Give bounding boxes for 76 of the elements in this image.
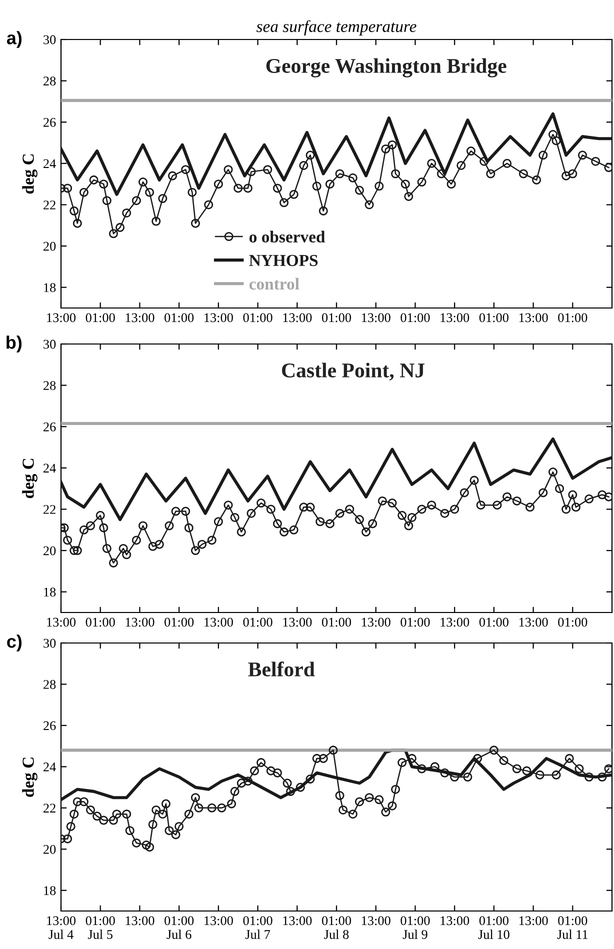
x-tick-label: 01:00 bbox=[400, 618, 430, 627]
x-tick-label: 01:00 Jul 5 bbox=[86, 916, 115, 939]
y-axis-title: deg C bbox=[22, 458, 38, 498]
x-tick-label: 01:00 bbox=[558, 618, 588, 627]
x-tick-label: 01:00 bbox=[479, 313, 508, 322]
legend-label: o observed bbox=[249, 230, 326, 243]
y-tick-label: 26 bbox=[44, 721, 56, 730]
x-tick-label: 01:00 bbox=[243, 618, 272, 627]
legend-label: NYHOPS bbox=[249, 254, 318, 266]
x-tick-label: 13:00 bbox=[440, 313, 470, 322]
y-tick-label: 24 bbox=[44, 159, 56, 168]
x-tick-label: 13:00 bbox=[362, 618, 390, 627]
y-tick-label: 18 bbox=[44, 886, 56, 896]
x-tick-label: 13:00 bbox=[519, 618, 548, 627]
y-tick-label: 20 bbox=[44, 844, 56, 854]
y-tick-label: 20 bbox=[44, 546, 56, 556]
x-tick-label: 13:00 bbox=[47, 313, 76, 322]
x-tick-label: 01:00 bbox=[322, 618, 352, 627]
x-tick-label: 01:00 bbox=[322, 313, 352, 322]
y-tick-label: 20 bbox=[44, 242, 56, 251]
y-tick-label: 24 bbox=[44, 762, 56, 772]
y-tick-label: 22 bbox=[44, 200, 56, 210]
text: George Washington Bridge bbox=[266, 58, 506, 78]
x-tick-label: 01:00 bbox=[164, 313, 194, 322]
x-tick-label: 13:00 bbox=[519, 313, 548, 322]
x-tick-label: 13:00 bbox=[204, 618, 233, 627]
x-tick-label: 01:00 bbox=[400, 313, 430, 322]
x-tick-label: 13:00 bbox=[362, 916, 390, 926]
x-tick-label: 13:00 bbox=[204, 916, 233, 926]
y-tick-label: 26 bbox=[44, 118, 56, 127]
x-tick-label: 13:00 bbox=[519, 916, 548, 926]
text: c) bbox=[7, 634, 22, 652]
x-tick-label: 13:00 bbox=[440, 618, 470, 627]
x-tick-label: 13:00 bbox=[283, 916, 312, 926]
y-tick-label: 22 bbox=[44, 804, 56, 812]
text: Belford bbox=[248, 662, 315, 676]
text: a) bbox=[6, 31, 22, 48]
x-tick-label: 01:00 Jul 7 bbox=[243, 916, 272, 939]
text: b) bbox=[6, 336, 22, 352]
y-axis-title: deg C bbox=[22, 154, 38, 194]
x-tick-label: 13:00 bbox=[47, 618, 76, 627]
y-tick-label: 18 bbox=[44, 283, 56, 292]
legend-label: control bbox=[249, 278, 300, 290]
y-axis-title: deg C bbox=[22, 758, 38, 797]
text: sea surface temperature bbox=[256, 20, 416, 36]
y-tick-label: 28 bbox=[44, 680, 56, 689]
x-tick-label: 13:00 bbox=[204, 313, 233, 322]
x-tick-label: 13:00 bbox=[362, 313, 390, 322]
x-tick-label: 01:00 bbox=[164, 618, 194, 627]
x-tick-label: 01:00 Jul 11 bbox=[557, 916, 588, 939]
y-tick-label: 24 bbox=[44, 464, 56, 472]
y-tick-label: 30 bbox=[44, 340, 56, 349]
x-tick-label: 01:00 Jul 10 bbox=[478, 916, 510, 939]
x-tick-label: 01:00 Jul 6 bbox=[164, 916, 194, 939]
x-tick-label: 01:00 bbox=[86, 313, 115, 322]
y-tick-label: 30 bbox=[44, 638, 56, 648]
y-tick-label: 26 bbox=[44, 422, 56, 432]
x-tick-label: 01:00 Jul 8 bbox=[322, 916, 352, 939]
y-tick-label: 28 bbox=[44, 76, 56, 86]
x-tick-label: 13:00 bbox=[126, 618, 154, 627]
y-tick-label: 18 bbox=[44, 588, 56, 597]
x-tick-label: 01:00 bbox=[479, 618, 508, 627]
x-tick-label: 01:00 bbox=[558, 313, 588, 322]
x-tick-label: 13:00 bbox=[283, 313, 312, 322]
x-tick-label: 13:00 bbox=[126, 313, 154, 322]
x-tick-label: 13:00 bbox=[283, 618, 312, 627]
y-tick-label: 30 bbox=[44, 35, 56, 44]
x-tick-label: 13:00 bbox=[440, 916, 470, 926]
x-tick-label: 01:00 bbox=[243, 313, 272, 322]
x-tick-label: 13:00 bbox=[126, 916, 154, 926]
y-tick-label: 22 bbox=[44, 505, 56, 514]
x-tick-label: 01:00 bbox=[86, 618, 115, 627]
x-tick-label: 13:00 Jul 4 bbox=[47, 916, 76, 939]
y-tick-label: 28 bbox=[44, 381, 56, 390]
text: Castle Point, NJ bbox=[282, 362, 425, 380]
x-tick-label: 01:00 Jul 9 bbox=[400, 916, 430, 939]
